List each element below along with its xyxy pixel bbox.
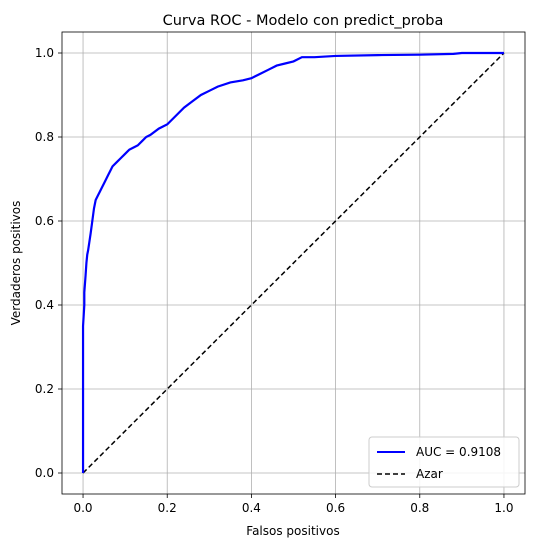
legend: AUC = 0.9108 Azar: [368, 436, 520, 488]
random-baseline-line: [82, 52, 505, 474]
x-tick-label: 0.2: [158, 501, 177, 515]
grid: [62, 32, 525, 494]
y-tick-label: 0.8: [35, 130, 54, 144]
legend-box: [368, 436, 520, 488]
roc-curve-line: [81, 51, 504, 473]
x-tick-label: 0.0: [73, 501, 92, 515]
x-tick-label: 1.0: [494, 501, 513, 515]
y-tick-label: 0.4: [35, 298, 54, 312]
x-tick-label: 0.8: [410, 501, 429, 515]
y-tick-label: 0.0: [35, 466, 54, 480]
x-axis-label: Falsos positivos: [246, 524, 339, 538]
y-tick-label: 1.0: [35, 46, 54, 60]
legend-label-roc: AUC = 0.9108: [416, 445, 501, 459]
plot-frame: [61, 31, 526, 495]
legend-label-random: Azar: [416, 467, 443, 481]
ticks: 0.0 0.2 0.4 0.6 0.8 1.0 0.0 0.2 0.4 0.6 0.8 1.0: [35, 46, 514, 515]
chart-title: Curva ROC - Modelo con predict_proba: [163, 13, 444, 29]
y-tick-label: 0.6: [35, 214, 54, 228]
series-group: [81, 51, 505, 474]
y-axis-label: Verdaderos positivos: [9, 201, 23, 326]
x-tick-label: 0.4: [242, 501, 261, 515]
y-tick-label: 0.2: [35, 382, 54, 396]
x-tick-label: 0.6: [326, 501, 345, 515]
